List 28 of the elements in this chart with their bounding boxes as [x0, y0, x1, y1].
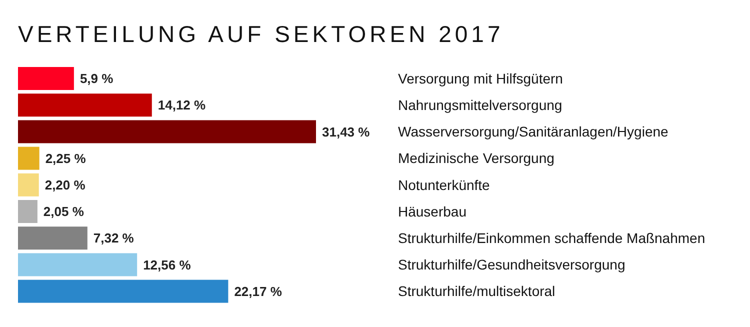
y-tick-label: Strukturhilfe/multisektoral: [398, 283, 556, 300]
data-label: 7,32 %: [93, 230, 134, 246]
y-tick-label: Strukturhilfe/Gesundheitsversorgung: [398, 256, 626, 273]
data-label: 14,12 %: [158, 98, 206, 113]
bar: [18, 173, 39, 196]
y-tick-label: Strukturhilfe/Einkommen schaffende Maßnahmen: [398, 230, 706, 246]
bar: [18, 253, 138, 276]
bar: [18, 94, 152, 117]
y-tick-label: Wasserversorgung/Sanitäranlagen/Hygiene: [398, 124, 669, 140]
bar: [18, 146, 40, 170]
data-label: 2,05 %: [43, 204, 84, 220]
chart-title: VERTEILUNG AUF SEKTOREN 2017: [18, 21, 504, 47]
data-label: 2,20 %: [44, 177, 86, 192]
y-tick-label: Versorgung mit Hilfsgütern: [398, 70, 563, 86]
bar: [18, 67, 74, 90]
bar: [18, 120, 316, 144]
data-label: 5,9 %: [80, 71, 114, 86]
y-tick-label: Nahrungsmittelversorgung: [398, 97, 562, 113]
y-tick-label: Notunterkünfte: [398, 176, 490, 193]
bar: [18, 280, 228, 303]
data-label: 12,56 %: [143, 257, 192, 272]
bar: [18, 200, 38, 223]
data-label: 2,25 %: [45, 150, 86, 166]
y-tick-label: Medizinische Versorgung: [398, 150, 554, 166]
data-label: 22,17 %: [234, 284, 282, 299]
data-label: 31,43 %: [322, 124, 370, 140]
y-tick-label: Häuserbau: [398, 203, 466, 220]
bar: [18, 226, 88, 250]
